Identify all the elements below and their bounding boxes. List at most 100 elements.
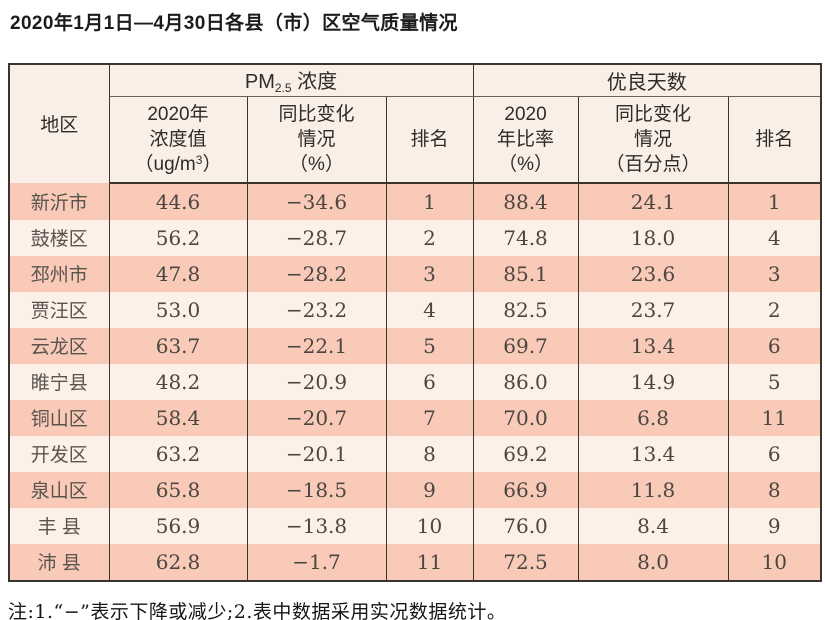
- cell-region: 云龙区: [8, 327, 110, 364]
- cell-gd-rank: 4: [727, 219, 822, 256]
- cell-pm-rank: 1: [385, 182, 474, 220]
- pm-conc-unit-sup: 3: [195, 152, 203, 167]
- table-row: 贾汪区 53.0 −23.2 4 82.5 23.7 2: [8, 291, 822, 328]
- footnote: 注:1.“−”表示下降或减少;2.表中数据采用实况数据统计。: [8, 600, 507, 620]
- gd-ratio-line1: 2020: [504, 103, 547, 125]
- cell-pm-rank: 6: [385, 363, 474, 400]
- cell-gd-change: 13.4: [577, 327, 729, 364]
- gd-change-line3: （百分点）: [605, 153, 701, 175]
- pm-conc-unit-post: ）: [202, 153, 222, 175]
- cell-gd-change: 23.7: [577, 291, 729, 328]
- cell-gd-ratio: 69.7: [472, 327, 579, 364]
- gd-change-line1: 同比变化: [615, 103, 692, 125]
- cell-pm-change: −20.1: [246, 435, 387, 472]
- header-pm-concentration: 2020年 浓度值 （ug/m3）: [108, 96, 248, 184]
- pm-conc-unit-pre: （ug/m: [134, 153, 196, 175]
- cell-region: 贾汪区: [8, 291, 110, 328]
- cell-pm-value: 44.6: [108, 182, 248, 220]
- cell-gd-ratio: 66.9: [472, 471, 579, 508]
- header-group-row: 地区 PM2.5 浓度 优良天数: [8, 63, 822, 183]
- cell-gd-change: 24.1: [577, 182, 729, 220]
- cell-gd-change: 6.8: [577, 399, 729, 436]
- cell-region: 睢宁县: [8, 363, 110, 400]
- cell-gd-rank: 3: [727, 255, 822, 292]
- cell-pm-value: 47.8: [108, 255, 248, 292]
- cell-pm-rank: 9: [385, 471, 474, 508]
- cell-gd-ratio: 85.1: [472, 255, 579, 292]
- pm-conc-line1: 2020年: [147, 103, 209, 125]
- cell-gd-ratio: 88.4: [472, 182, 579, 220]
- cell-pm-change: −20.7: [246, 399, 387, 436]
- cell-gd-ratio: 72.5: [472, 543, 579, 581]
- cell-pm-rank: 7: [385, 399, 474, 436]
- cell-pm-value: 65.8: [108, 471, 248, 508]
- cell-gd-rank: 6: [727, 435, 822, 472]
- gd-ratio-line2: 年比率: [497, 128, 555, 150]
- pm-change-line1: 同比变化: [278, 103, 355, 125]
- table-row: 丰 县 56.9 −13.8 10 76.0 8.4 9: [8, 507, 822, 544]
- gd-ratio-line3: （%）: [498, 153, 553, 175]
- cell-gd-change: 18.0: [577, 219, 729, 256]
- cell-region: 泉山区: [8, 471, 110, 508]
- cell-gd-rank: 9: [727, 507, 822, 544]
- header-pm-change: 同比变化 情况 （%）: [246, 96, 387, 184]
- table-row: 鼓楼区 56.2 −28.7 2 74.8 18.0 4: [8, 219, 822, 256]
- cell-region: 开发区: [8, 435, 110, 472]
- table-row: 睢宁县 48.2 −20.9 6 86.0 14.9 5: [8, 363, 822, 400]
- cell-gd-rank: 8: [727, 471, 822, 508]
- cell-gd-change: 11.8: [577, 471, 729, 508]
- cell-region: 丰 县: [8, 507, 110, 544]
- cell-pm-rank: 8: [385, 435, 474, 472]
- pm-conc-unit: （ug/m3）: [110, 152, 246, 177]
- cell-region: 新沂市: [8, 182, 110, 220]
- table-row: 云龙区 63.7 −22.1 5 69.7 13.4 6: [8, 327, 822, 364]
- gd-change-line2: 情况: [634, 128, 673, 150]
- cell-pm-rank: 5: [385, 327, 474, 364]
- cell-pm-value: 63.2: [108, 435, 248, 472]
- cell-gd-rank: 1: [727, 182, 822, 220]
- cell-gd-ratio: 74.8: [472, 219, 579, 256]
- cell-pm-rank: 11: [385, 543, 474, 581]
- table-row: 新沂市 44.6 −34.6 1 88.4 24.1 1: [8, 182, 822, 220]
- pm25-label-prefix: PM: [244, 71, 275, 94]
- header-pm-rank: 排名: [385, 96, 474, 184]
- cell-gd-ratio: 69.2: [472, 435, 579, 472]
- cell-gd-ratio: 82.5: [472, 291, 579, 328]
- cell-pm-rank: 10: [385, 507, 474, 544]
- cell-region: 邳州市: [8, 255, 110, 292]
- table-row: 沛 县 62.8 −1.7 11 72.5 8.0 10: [8, 543, 822, 581]
- header-gd-ratio: 2020 年比率 （%）: [472, 96, 579, 184]
- header-sub-row: 2020年 浓度值 （ug/m3） 同比变化 情况 （%） 排名 2020 年比…: [9, 96, 822, 184]
- cell-region: 沛 县: [8, 543, 110, 581]
- pm-change-line2: 情况: [297, 128, 336, 150]
- pm25-label-subscript: 2.5: [274, 81, 292, 96]
- cell-pm-value: 58.4: [108, 399, 248, 436]
- cell-pm-change: −1.7: [246, 543, 387, 581]
- cell-pm-value: 56.9: [108, 507, 248, 544]
- cell-pm-value: 53.0: [108, 291, 248, 328]
- cell-pm-change: −22.1: [246, 327, 387, 364]
- table-row: 邳州市 47.8 −28.2 3 85.1 23.6 3: [8, 255, 822, 292]
- cell-pm-rank: 4: [385, 291, 474, 328]
- cell-gd-rank: 6: [727, 327, 822, 364]
- table-body: 新沂市 44.6 −34.6 1 88.4 24.1 1 鼓楼区 56.2 −28.7 2 74.8 1…: [8, 182, 822, 581]
- cell-gd-change: 23.6: [577, 255, 729, 292]
- cell-gd-rank: 2: [727, 291, 822, 328]
- header-gd-rank: 排名: [727, 96, 822, 184]
- pm-conc-line2: 浓度值: [149, 128, 207, 150]
- pm-change-line3: （%）: [289, 153, 344, 175]
- cell-gd-ratio: 70.0: [472, 399, 579, 436]
- cell-pm-rank: 3: [385, 255, 474, 292]
- cell-pm-change: −28.7: [246, 219, 387, 256]
- cell-pm-value: 48.2: [108, 363, 248, 400]
- cell-pm-change: −20.9: [246, 363, 387, 400]
- cell-gd-rank: 10: [727, 543, 822, 581]
- cell-pm-value: 56.2: [108, 219, 248, 256]
- cell-gd-change: 8.0: [577, 543, 729, 581]
- cell-pm-change: −13.8: [246, 507, 387, 544]
- cell-pm-change: −34.6: [246, 182, 387, 220]
- cell-pm-rank: 2: [385, 219, 474, 256]
- cell-gd-change: 14.9: [577, 363, 729, 400]
- cell-region: 铜山区: [8, 399, 110, 436]
